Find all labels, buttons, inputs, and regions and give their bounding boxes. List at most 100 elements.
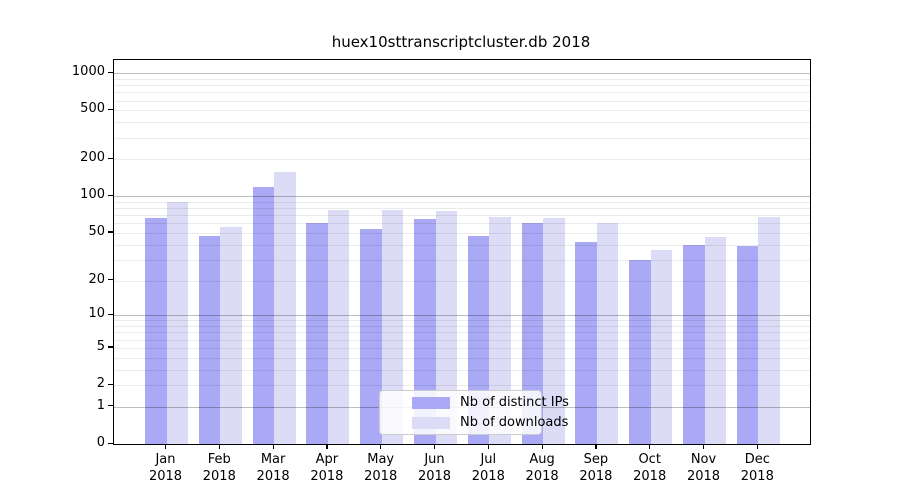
y-tick-label-20: 20 [88,271,105,287]
y-tick-mark-1 [108,405,113,407]
x-tick-label-oct-2018: Oct 2018 [633,452,667,484]
bar-nb-of-distinct-ips-mar-2018 [252,186,275,444]
bar-nb-of-downloads-sep-2018 [596,222,619,444]
legend-row-downloads: Nb of downloads [412,414,568,431]
x-tick-mark-aug-2018 [541,444,543,449]
bar-nb-of-downloads-feb-2018 [220,227,242,444]
bar-nb-of-downloads-nov-2018 [704,237,726,444]
x-tick-label-jun-2018: Jun 2018 [417,452,452,484]
minor-gridline-900 [114,78,810,80]
y-tick-mark-100 [108,194,113,196]
y-tick-mark-10 [108,313,113,315]
bar-nb-of-downloads-oct-2018 [650,250,673,444]
x-tick-label-jan-2018: Jan 2018 [148,452,183,484]
x-tick-label-sep-2018: Sep 2018 [579,452,613,484]
minor-gridline-4 [114,357,810,359]
minor-gridline-90 [114,201,810,203]
minor-gridline-300 [114,137,810,139]
y-tick-label-2: 2 [96,376,105,392]
bar-nb-of-downloads-apr-2018 [327,209,350,444]
x-tick-label-dec-2018: Dec 2018 [740,452,774,484]
bar-nb-of-distinct-ips-aug-2018 [521,222,544,444]
y-tick-mark-0 [108,442,113,444]
bar-nb-of-downloads-may-2018 [381,209,404,444]
minor-gridline-700 [114,92,810,94]
y-tick-label-1000: 1000 [71,64,105,80]
y-tick-mark-2 [108,383,113,385]
y-tick-label-10: 10 [88,306,105,322]
legend-swatch-distinct-ips [412,396,450,409]
minor-gridline-400 [114,122,810,124]
bar-nb-of-downloads-jan-2018 [166,201,188,444]
bar-nb-of-downloads-jun-2018 [435,210,457,444]
bar-nb-of-distinct-ips-apr-2018 [306,222,328,444]
bar-nb-of-downloads-jul-2018 [489,216,511,444]
y-tick-mark-500 [108,108,113,111]
y-tick-mark-200 [108,157,113,160]
minor-gridline-8 [114,326,810,328]
x-tick-mark-feb-2018 [218,444,220,449]
minor-gridline-50 [114,232,810,234]
bar-nb-of-downloads-aug-2018 [543,218,565,444]
legend-label-distinct-ips: Nb of distinct IPs [460,395,569,410]
minor-gridline-30 [114,259,810,261]
x-tick-mark-jan-2018 [165,444,167,449]
y-tick-label-100: 100 [80,187,105,203]
x-tick-label-may-2018: May 2018 [364,452,398,484]
bar-nb-of-distinct-ips-jan-2018 [145,218,167,444]
minor-gridline-3 [114,369,810,371]
major-gridline-100 [114,196,810,198]
minor-gridline-9 [114,320,810,322]
minor-gridline-2 [114,385,810,387]
x-tick-mark-sep-2018 [595,444,597,449]
y-tick-mark-50 [108,231,113,233]
bar-nb-of-distinct-ips-feb-2018 [198,236,221,444]
y-tick-mark-5 [108,346,113,348]
x-tick-label-apr-2018: Apr 2018 [310,452,344,484]
bar-nb-of-distinct-ips-nov-2018 [683,244,705,444]
minor-gridline-20 [114,280,810,282]
legend-row-distinct-ips: Nb of distinct IPs [412,394,569,411]
y-tick-label-50: 50 [88,223,105,239]
x-tick-mark-oct-2018 [649,444,651,449]
x-tick-mark-mar-2018 [272,444,274,449]
y-tick-label-5: 5 [96,338,105,354]
major-gridline-10 [114,315,810,317]
bar-nb-of-distinct-ips-sep-2018 [575,242,597,444]
minor-gridline-70 [114,215,810,217]
bar-nb-of-downloads-dec-2018 [758,216,780,444]
major-gridline-1000 [114,73,810,75]
x-tick-mark-jul-2018 [487,444,489,449]
plot-area [113,59,811,445]
bar-nb-of-downloads-mar-2018 [274,171,296,444]
minor-gridline-200 [114,159,810,161]
x-tick-mark-dec-2018 [756,444,758,449]
x-tick-label-mar-2018: Mar 2018 [256,452,290,484]
x-tick-label-aug-2018: Aug 2018 [525,452,559,484]
x-tick-mark-jun-2018 [434,444,436,449]
legend: Nb of distinct IPs Nb of downloads [379,390,569,435]
chart-title: huex10sttranscriptcluster.db 2018 [331,33,591,51]
legend-label-downloads: Nb of downloads [460,415,569,430]
y-tick-label-500: 500 [80,101,105,117]
minor-gridline-6 [114,339,810,341]
bar-nb-of-distinct-ips-dec-2018 [736,246,759,444]
x-tick-label-jul-2018: Jul 2018 [471,452,505,484]
minor-gridline-40 [114,244,810,246]
minor-gridline-800 [114,85,810,87]
minor-gridline-5 [114,347,810,349]
minor-gridline-60 [114,223,810,225]
x-tick-label-feb-2018: Feb 2018 [202,452,236,484]
x-tick-label-nov-2018: Nov 2018 [686,452,721,484]
minor-gridline-600 [114,100,810,102]
y-tick-label-0: 0 [96,435,105,450]
y-tick-label-200: 200 [80,150,105,166]
x-tick-mark-nov-2018 [703,444,705,449]
x-tick-mark-may-2018 [380,444,382,449]
y-tick-label-1: 1 [96,397,105,413]
minor-gridline-80 [114,208,810,210]
minor-gridline-500 [114,110,810,112]
minor-gridline-7 [114,332,810,334]
bar-nb-of-distinct-ips-jun-2018 [414,219,436,444]
